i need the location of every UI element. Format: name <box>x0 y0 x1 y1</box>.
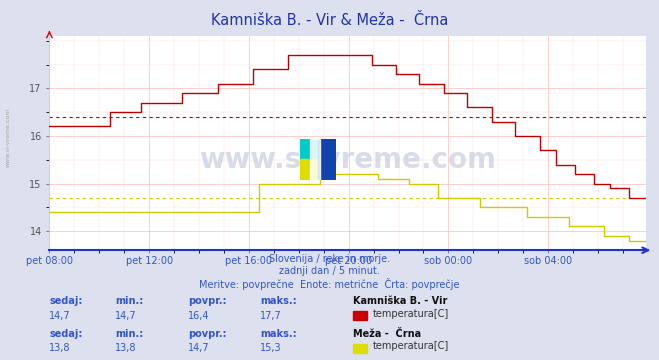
Text: temperatura[C]: temperatura[C] <box>372 341 449 351</box>
Text: 13,8: 13,8 <box>49 343 71 353</box>
Text: Meža -  Črna: Meža - Črna <box>353 329 420 339</box>
Text: 15,3: 15,3 <box>260 343 282 353</box>
Text: zadnji dan / 5 minut.: zadnji dan / 5 minut. <box>279 266 380 276</box>
Text: 13,8: 13,8 <box>115 343 137 353</box>
Text: maks.:: maks.: <box>260 296 297 306</box>
Text: sedaj:: sedaj: <box>49 329 83 339</box>
Bar <box>300 139 318 159</box>
Text: Meritve: povprečne  Enote: metrične  Črta: povprečje: Meritve: povprečne Enote: metrične Črta:… <box>199 278 460 289</box>
Text: 16,4: 16,4 <box>188 311 210 321</box>
Text: Kamniška B. - Vir: Kamniška B. - Vir <box>353 296 447 306</box>
Polygon shape <box>310 139 320 180</box>
Text: 14,7: 14,7 <box>115 311 137 321</box>
Text: 17,7: 17,7 <box>260 311 282 321</box>
Text: sedaj:: sedaj: <box>49 296 83 306</box>
Text: min.:: min.: <box>115 296 144 306</box>
Text: www.si-vreme.com: www.si-vreme.com <box>199 146 496 174</box>
Bar <box>300 159 318 180</box>
Text: povpr.:: povpr.: <box>188 329 226 339</box>
Text: Kamniška B. - Vir & Meža -  Črna: Kamniška B. - Vir & Meža - Črna <box>211 13 448 28</box>
Text: www.si-vreme.com: www.si-vreme.com <box>5 107 11 167</box>
Text: 14,7: 14,7 <box>49 311 71 321</box>
Text: povpr.:: povpr.: <box>188 296 226 306</box>
Text: maks.:: maks.: <box>260 329 297 339</box>
Text: 14,7: 14,7 <box>188 343 210 353</box>
Bar <box>318 139 336 180</box>
Text: min.:: min.: <box>115 329 144 339</box>
Text: temperatura[C]: temperatura[C] <box>372 309 449 319</box>
Text: Slovenija / reke in morje.: Slovenija / reke in morje. <box>269 254 390 264</box>
